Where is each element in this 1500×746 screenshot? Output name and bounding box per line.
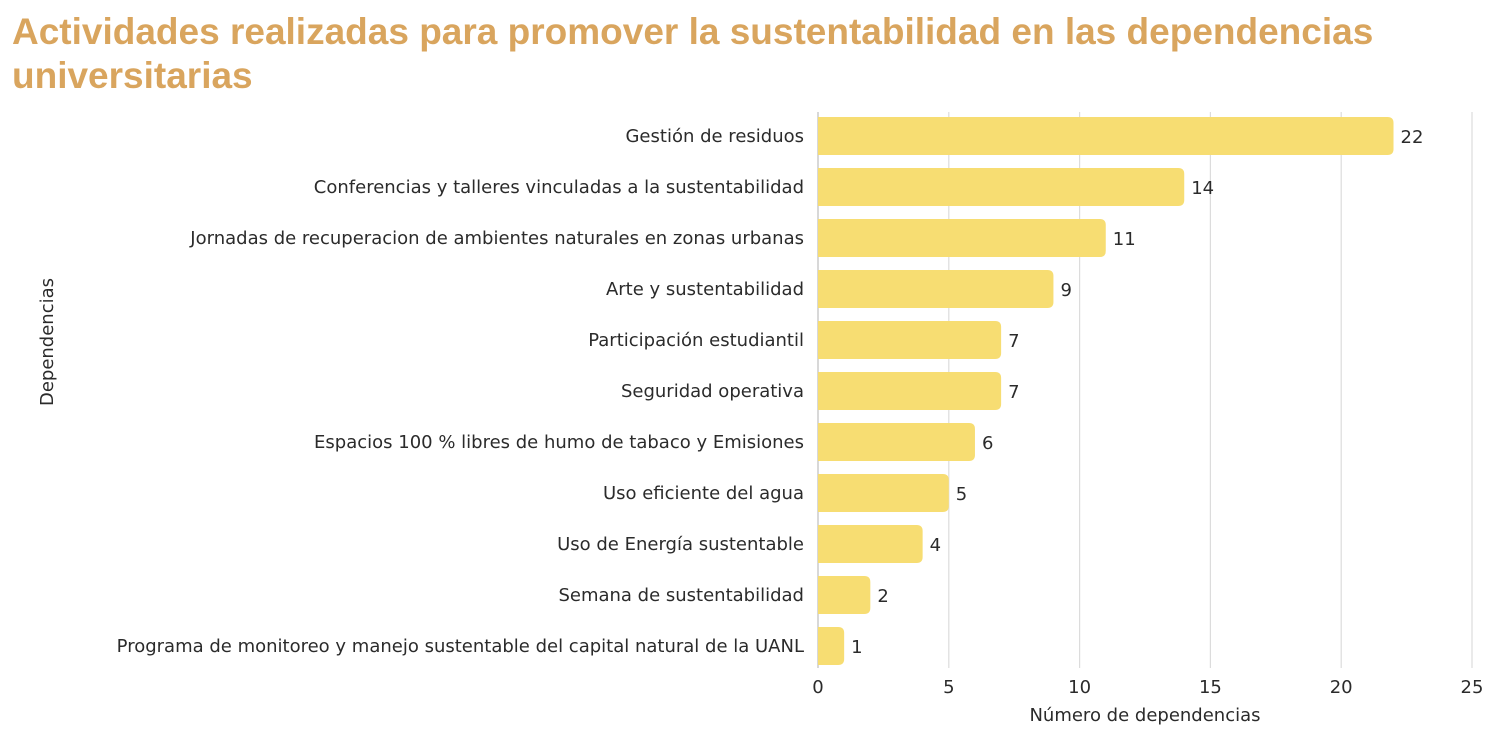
x-tick-label: 5 bbox=[943, 677, 954, 698]
category-label: Uso de Energía sustentable bbox=[557, 534, 804, 555]
category-label: Jornadas de recuperacion de ambientes na… bbox=[189, 228, 804, 249]
x-tick-labels: 0 5 10 15 20 25 bbox=[812, 677, 1483, 698]
category-label: Uso eficiente del agua bbox=[603, 483, 804, 504]
x-tick-label: 20 bbox=[1330, 677, 1353, 698]
category-label: Arte y sustentabilidad bbox=[606, 279, 804, 300]
bars bbox=[818, 117, 1394, 665]
category-label: Participación estudiantil bbox=[588, 330, 804, 351]
x-tick-label: 25 bbox=[1461, 677, 1484, 698]
value-label: 6 bbox=[982, 433, 993, 454]
bar bbox=[818, 270, 1054, 308]
category-label: Gestión de residuos bbox=[625, 126, 804, 147]
value-label: 22 bbox=[1401, 127, 1424, 148]
value-label: 7 bbox=[1008, 382, 1019, 403]
bar bbox=[818, 474, 949, 512]
bar bbox=[818, 627, 845, 665]
x-axis-title: Número de dependencias bbox=[1029, 705, 1260, 726]
bar bbox=[818, 117, 1394, 155]
bar bbox=[818, 321, 1002, 359]
value-label: 4 bbox=[930, 535, 941, 556]
chart-title: Actividades realizadas para promover la … bbox=[12, 11, 1374, 96]
value-label: 2 bbox=[877, 586, 888, 607]
bar bbox=[818, 168, 1185, 206]
value-label: 1 bbox=[851, 637, 862, 658]
category-label: Seguridad operativa bbox=[621, 381, 804, 402]
bar bbox=[818, 423, 975, 461]
value-label: 9 bbox=[1060, 280, 1071, 301]
category-label: Semana de sustentabilidad bbox=[558, 585, 804, 606]
value-label: 14 bbox=[1191, 178, 1214, 199]
value-label: 11 bbox=[1113, 229, 1136, 250]
bar bbox=[818, 219, 1106, 257]
bar bbox=[818, 525, 923, 563]
value-labels: 22 14 11 9 7 7 6 5 4 2 1 bbox=[851, 127, 1423, 658]
category-labels: Gestión de residuos Conferencias y taller… bbox=[117, 126, 804, 657]
bar bbox=[818, 372, 1002, 410]
category-label: Conferencias y talleres vinculadas a la … bbox=[314, 177, 804, 198]
value-label: 5 bbox=[956, 484, 967, 505]
x-tick-label: 10 bbox=[1068, 677, 1091, 698]
y-axis-title: Dependencias bbox=[37, 278, 58, 406]
bar bbox=[818, 576, 871, 614]
category-label: Espacios 100 % libres de humo de tabaco … bbox=[314, 432, 804, 453]
x-tick-label: 0 bbox=[812, 677, 823, 698]
value-label: 7 bbox=[1008, 331, 1019, 352]
category-label: Programa de monitoreo y manejo sustentab… bbox=[117, 636, 804, 657]
x-tick-label: 15 bbox=[1199, 677, 1222, 698]
